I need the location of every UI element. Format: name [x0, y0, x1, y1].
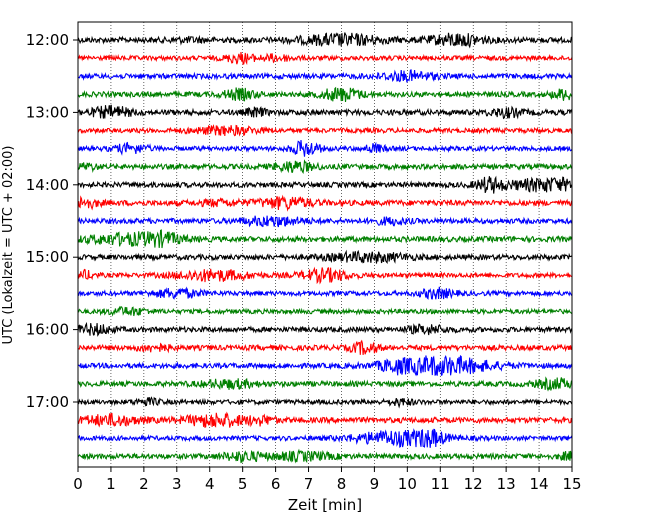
y-tick-label: 12:00	[26, 31, 69, 49]
x-tick-label: 2	[139, 475, 149, 493]
x-tick-label: 0	[73, 475, 83, 493]
x-tick-label: 10	[398, 475, 417, 493]
x-tick-label: 8	[337, 475, 347, 493]
trace-line	[77, 376, 573, 392]
y-axis: 12:00 13:00 14:00 15:00 16:00 17:00	[26, 31, 78, 411]
x-tick-label: 12	[464, 475, 483, 493]
x-axis: 0 1 2 3 4 5 6 7 8 9 10 11 12 13 14 15	[73, 467, 582, 493]
trace-line	[77, 229, 573, 249]
x-tick-label: 1	[106, 475, 116, 493]
x-tick-label: 14	[530, 475, 549, 493]
trace-group	[77, 32, 573, 464]
x-axis-title: Zeit [min]	[288, 496, 362, 514]
y-tick-label: 17:00	[26, 393, 69, 411]
trace-line	[77, 286, 573, 300]
trace-line	[77, 428, 573, 448]
trace-line	[77, 159, 573, 175]
x-tick-label: 15	[562, 475, 581, 493]
trace-line	[77, 124, 573, 137]
trace-line	[77, 194, 573, 212]
trace-line	[77, 266, 573, 285]
x-tick-label: 6	[271, 475, 281, 493]
trace-line	[77, 339, 573, 355]
y-tick-label: 14:00	[26, 176, 69, 194]
x-tick-label: 5	[238, 475, 248, 493]
x-tick-label: 9	[370, 475, 380, 493]
trace-line	[77, 396, 573, 409]
x-tick-label: 3	[172, 475, 182, 493]
trace-line	[77, 411, 573, 429]
trace-line	[77, 215, 573, 228]
y-tick-label: 15:00	[26, 248, 69, 266]
trace-line	[77, 249, 573, 264]
trace-line	[77, 86, 573, 103]
x-tick-label: 13	[497, 475, 516, 493]
trace-line	[77, 354, 573, 377]
x-tick-label: 4	[205, 475, 215, 493]
x-tick-label: 7	[304, 475, 314, 493]
trace-line	[77, 104, 573, 120]
trace-line	[77, 321, 573, 337]
y-axis-title: UTC (Lokalzeit = UTC + 02:00)	[1, 146, 16, 345]
x-tick-label: 11	[431, 475, 450, 493]
vertical-grid	[110, 22, 540, 467]
trace-line	[77, 139, 573, 157]
trace-line	[77, 448, 573, 464]
trace-line	[78, 305, 573, 317]
trace-line	[77, 32, 573, 49]
y-tick-label: 13:00	[26, 103, 69, 121]
trace-line	[77, 69, 573, 83]
trace-line	[77, 175, 573, 194]
plot-frame	[77, 21, 573, 468]
y-tick-label: 16:00	[26, 321, 69, 339]
trace-line	[77, 51, 573, 66]
